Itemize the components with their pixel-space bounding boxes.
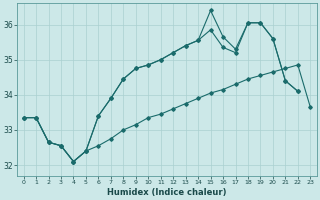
X-axis label: Humidex (Indice chaleur): Humidex (Indice chaleur)	[107, 188, 227, 197]
